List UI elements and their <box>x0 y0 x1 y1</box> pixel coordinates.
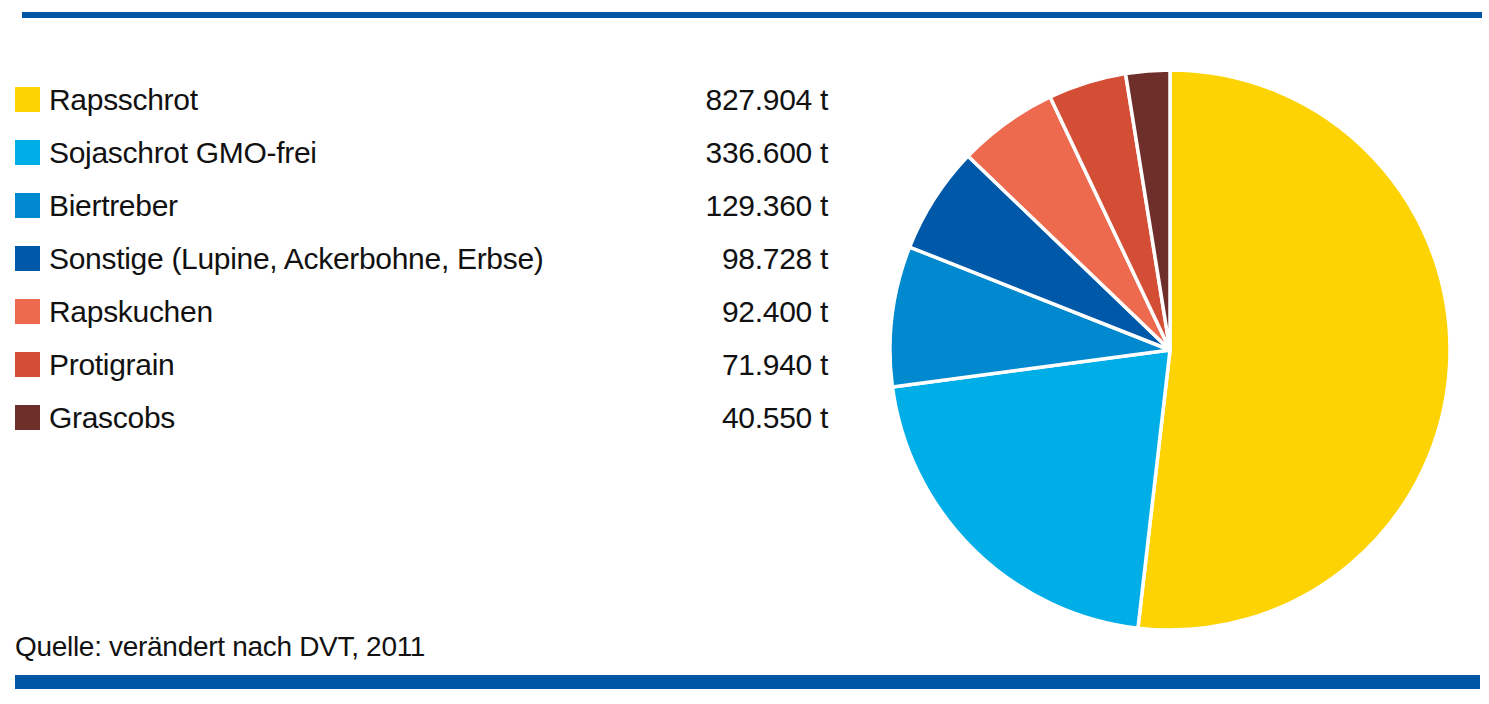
legend-value: 336.600 t <box>706 136 828 170</box>
legend-row: Sojaschrot GMO-frei336.600 t <box>15 126 828 179</box>
pie-slice-sojaschrot-gmo-frei <box>892 350 1170 628</box>
bottom-rule <box>15 675 1480 689</box>
legend-row: Protigrain71.940 t <box>15 338 828 391</box>
legend-value: 827.904 t <box>706 83 828 117</box>
source-note: Quelle: verändert nach DVT, 2011 <box>15 631 425 663</box>
figure: Rapsschrot827.904 tSojaschrot GMO-frei33… <box>0 0 1489 704</box>
legend-swatch <box>15 405 40 430</box>
legend-swatch <box>15 299 40 324</box>
legend-label: Rapskuchen <box>49 295 722 329</box>
legend: Rapsschrot827.904 tSojaschrot GMO-frei33… <box>15 73 828 444</box>
legend-label: Sojaschrot GMO-frei <box>49 136 706 170</box>
legend-label: Sonstige (Lupine, Ackerbohne, Erbse) <box>49 242 722 276</box>
legend-label: Grascobs <box>49 401 722 435</box>
legend-label: Biertreber <box>49 189 706 223</box>
legend-swatch <box>15 87 40 112</box>
legend-label: Protigrain <box>49 348 722 382</box>
legend-row: Rapskuchen92.400 t <box>15 285 828 338</box>
legend-row: Grascobs40.550 t <box>15 391 828 444</box>
top-rule <box>22 12 1482 18</box>
legend-value: 71.940 t <box>722 348 828 382</box>
legend-row: Rapsschrot827.904 t <box>15 73 828 126</box>
legend-swatch <box>15 193 40 218</box>
legend-value: 40.550 t <box>722 401 828 435</box>
legend-swatch <box>15 246 40 271</box>
legend-row: Biertreber129.360 t <box>15 179 828 232</box>
legend-swatch <box>15 352 40 377</box>
legend-label: Rapsschrot <box>49 83 706 117</box>
legend-value: 98.728 t <box>722 242 828 276</box>
legend-value: 129.360 t <box>706 189 828 223</box>
pie-slice-rapsschrot <box>1138 70 1450 630</box>
legend-value: 92.400 t <box>722 295 828 329</box>
legend-row: Sonstige (Lupine, Ackerbohne, Erbse)98.7… <box>15 232 828 285</box>
pie-chart <box>880 60 1460 640</box>
legend-swatch <box>15 140 40 165</box>
